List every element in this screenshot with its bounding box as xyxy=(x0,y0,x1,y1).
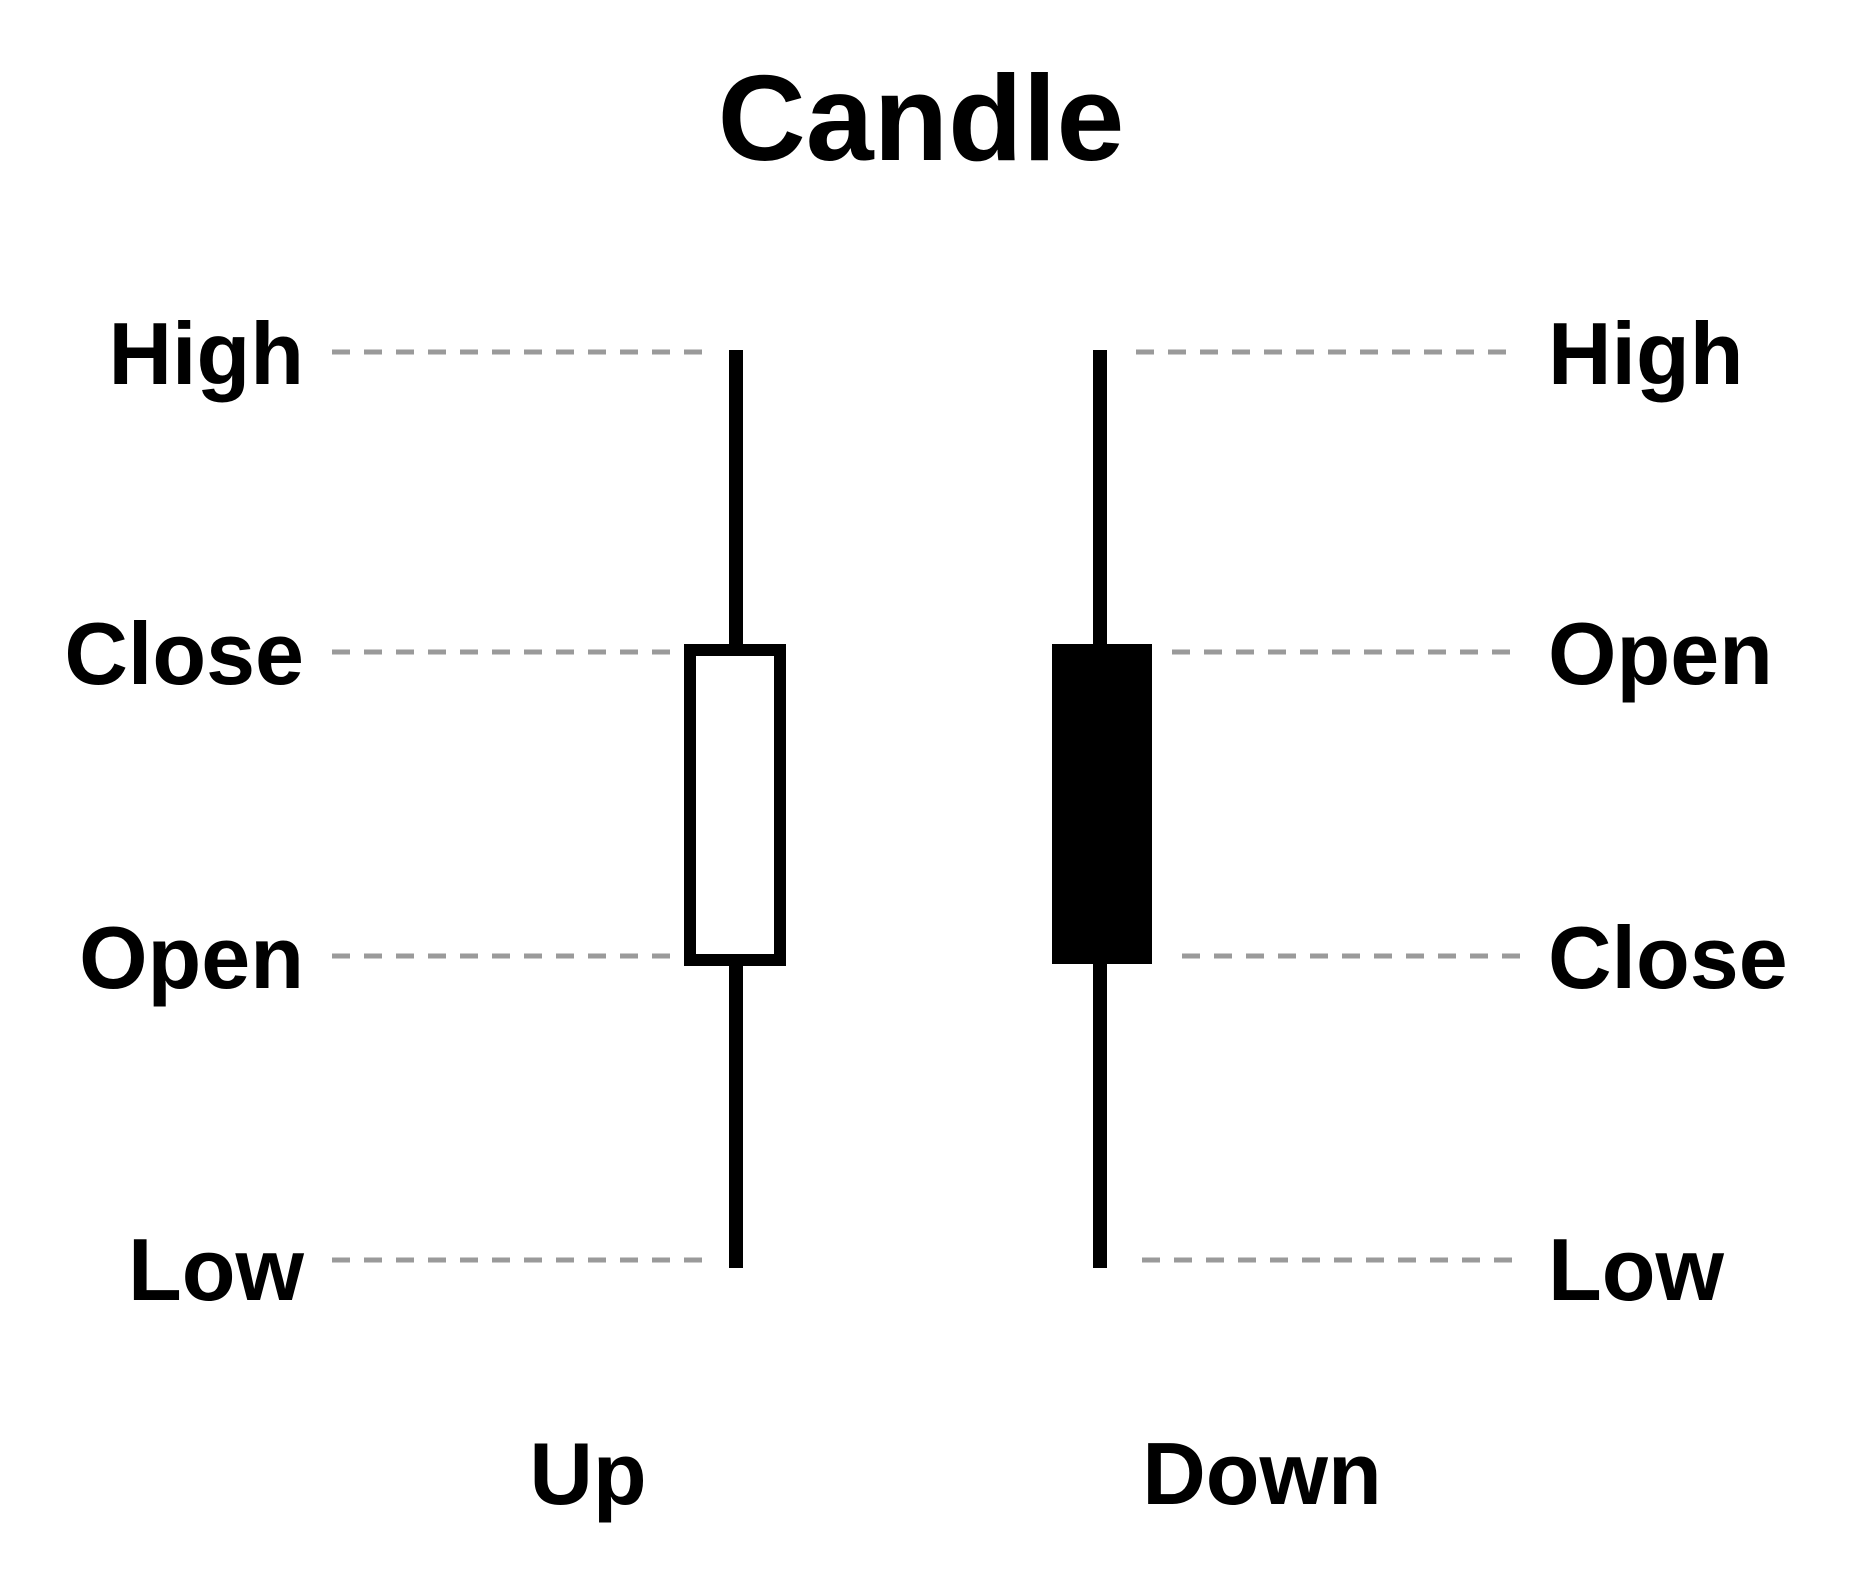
down-low-label: Low xyxy=(1548,1220,1725,1319)
up-low-label: Low xyxy=(128,1220,305,1319)
up-close-label: Close xyxy=(64,604,304,703)
diagram-title: Candle xyxy=(718,50,1125,186)
down-high-label: High xyxy=(1548,304,1744,403)
down-candle-body xyxy=(1052,644,1152,964)
up-high-label: High xyxy=(108,304,304,403)
down-close-label: Close xyxy=(1548,908,1788,1007)
up-open-label: Open xyxy=(79,908,304,1007)
down-caption: Down xyxy=(1142,1424,1382,1523)
up-caption: Up xyxy=(529,1424,646,1523)
up-candle-body xyxy=(684,644,786,966)
down-open-label: Open xyxy=(1548,604,1773,703)
